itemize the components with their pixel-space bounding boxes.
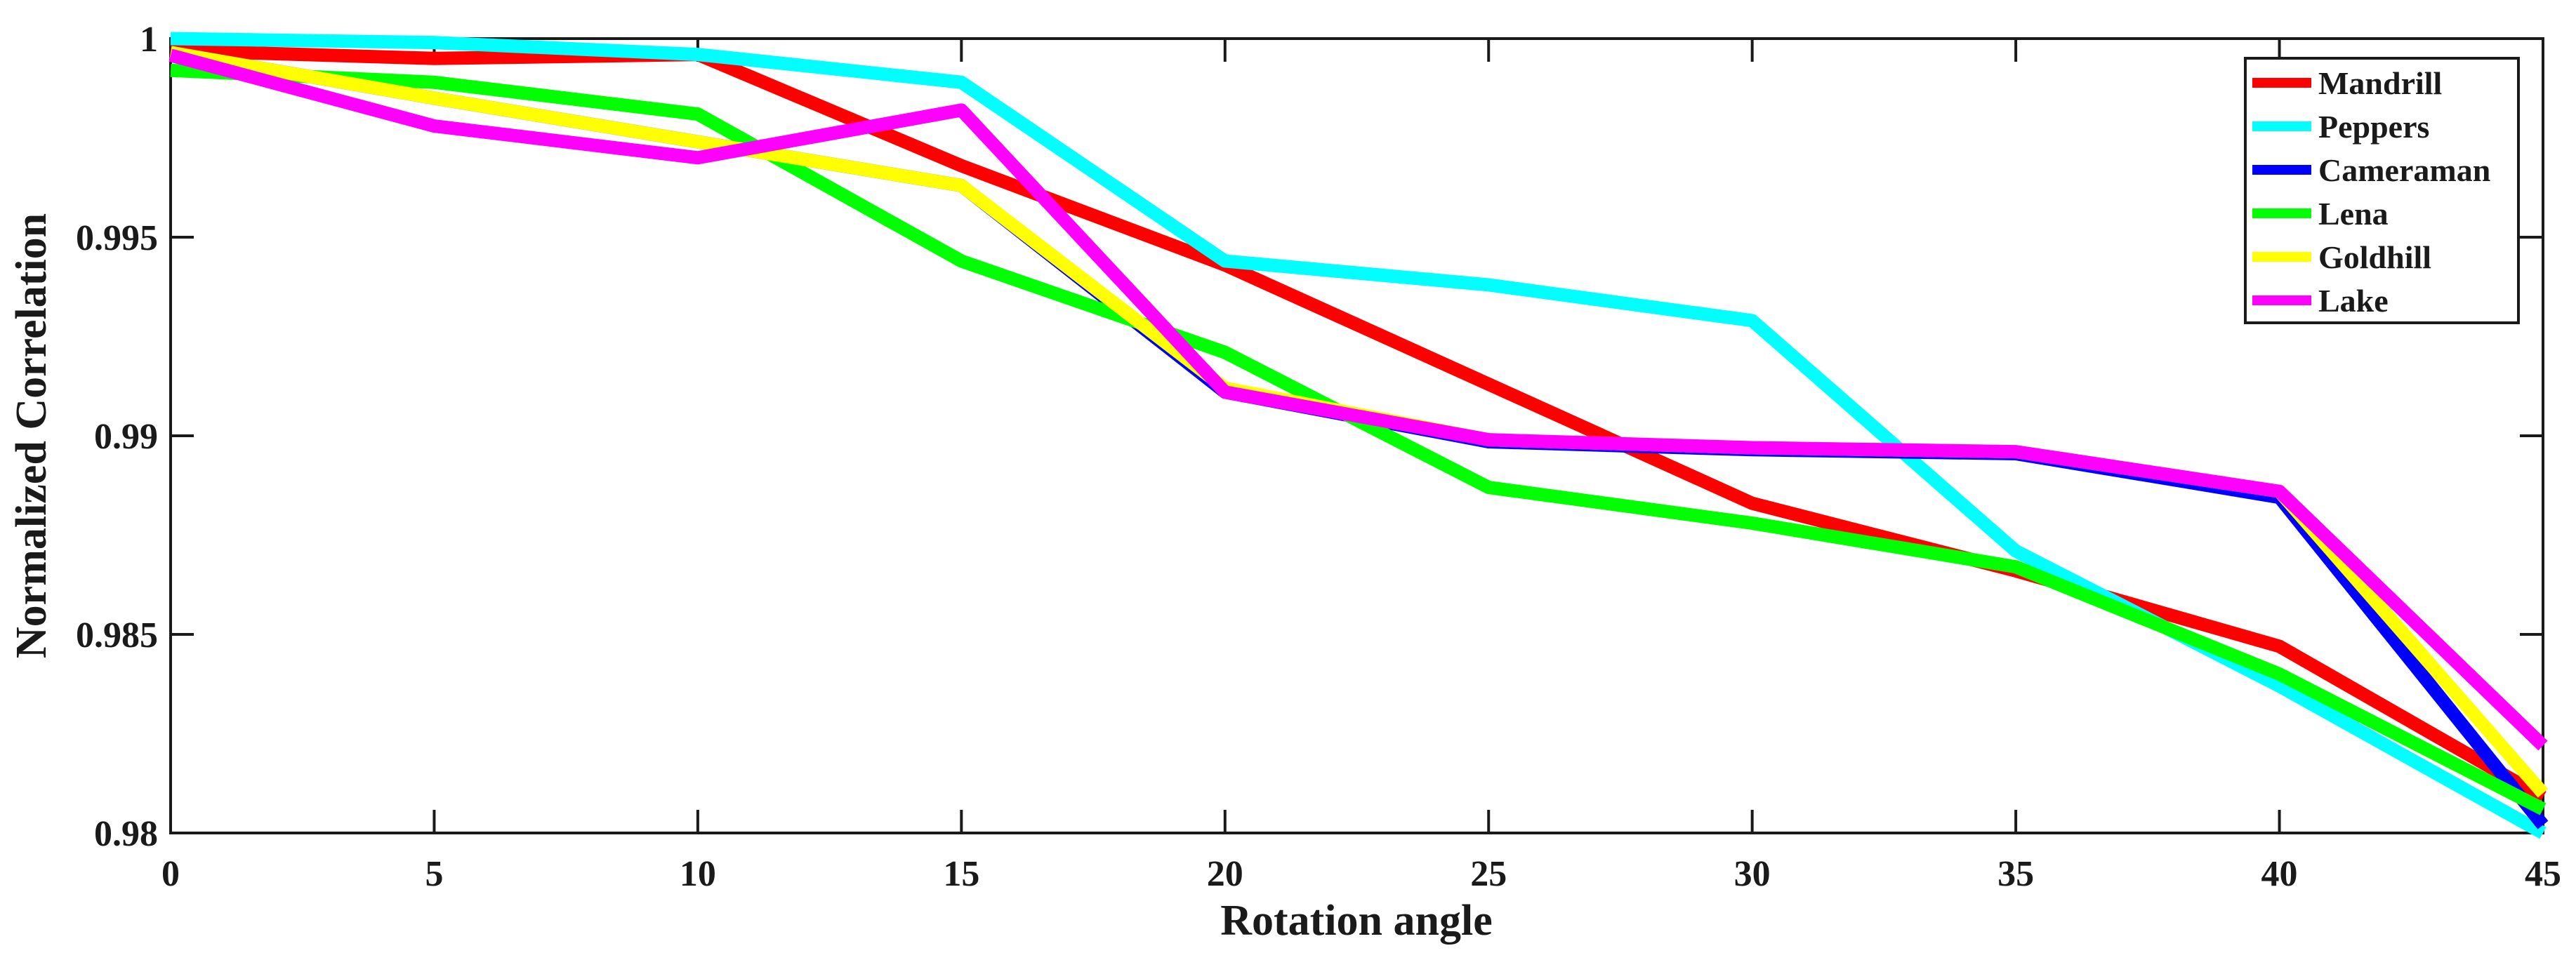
x-tick-label: 5 bbox=[425, 854, 443, 894]
x-axis-label: Rotation angle bbox=[1220, 897, 1493, 945]
x-tick-label: 15 bbox=[943, 854, 979, 894]
legend-box bbox=[2244, 57, 2520, 324]
series-line-lake bbox=[169, 48, 2548, 751]
series-line-cameraman bbox=[169, 46, 2549, 829]
x-tick-label: 0 bbox=[161, 854, 180, 894]
x-tick-label: 20 bbox=[1207, 854, 1243, 894]
legend-label-mandrill: Mandrill bbox=[2318, 65, 2442, 101]
legend-label-cameraman: Cameraman bbox=[2318, 152, 2490, 188]
x-axis-ticks: 0 5 10 15 20 25 30 35 40 45 bbox=[161, 39, 2561, 894]
x-tick-label: 45 bbox=[2525, 854, 2561, 894]
legend-label-peppers: Peppers bbox=[2318, 109, 2429, 145]
plot-box bbox=[169, 37, 2544, 834]
x-tick-label: 40 bbox=[2261, 854, 2298, 894]
y-tick-label: 0.98 bbox=[94, 814, 158, 854]
series-line-peppers bbox=[170, 32, 2547, 839]
legend-label-goldhill: Goldhill bbox=[2318, 239, 2431, 275]
x-tick-label: 25 bbox=[1470, 854, 1507, 894]
legend: Mandrill Peppers Cameraman Lena Goldhill Lake bbox=[2244, 57, 2520, 324]
y-axis-label: Normalized Correlation bbox=[8, 213, 55, 658]
series-line-lena bbox=[170, 63, 2547, 815]
y-tick-label: 1 bbox=[140, 20, 158, 60]
y-tick-label: 0.985 bbox=[76, 615, 158, 655]
series-lines bbox=[169, 32, 2549, 839]
x-tick-label: 30 bbox=[1734, 854, 1771, 894]
y-tick-label: 0.995 bbox=[76, 218, 158, 258]
y-tick-label: 0.99 bbox=[94, 417, 158, 457]
legend-label-lake: Lake bbox=[2318, 283, 2389, 319]
x-tick-label: 10 bbox=[680, 854, 716, 894]
plot-border bbox=[169, 37, 2544, 834]
y-axis-ticks: 1 0.995 0.99 0.985 0.98 bbox=[76, 20, 2543, 854]
legend-label-lena: Lena bbox=[2318, 196, 2389, 232]
series-line-mandrill bbox=[170, 44, 2547, 804]
x-tick-label: 35 bbox=[1997, 854, 2034, 894]
